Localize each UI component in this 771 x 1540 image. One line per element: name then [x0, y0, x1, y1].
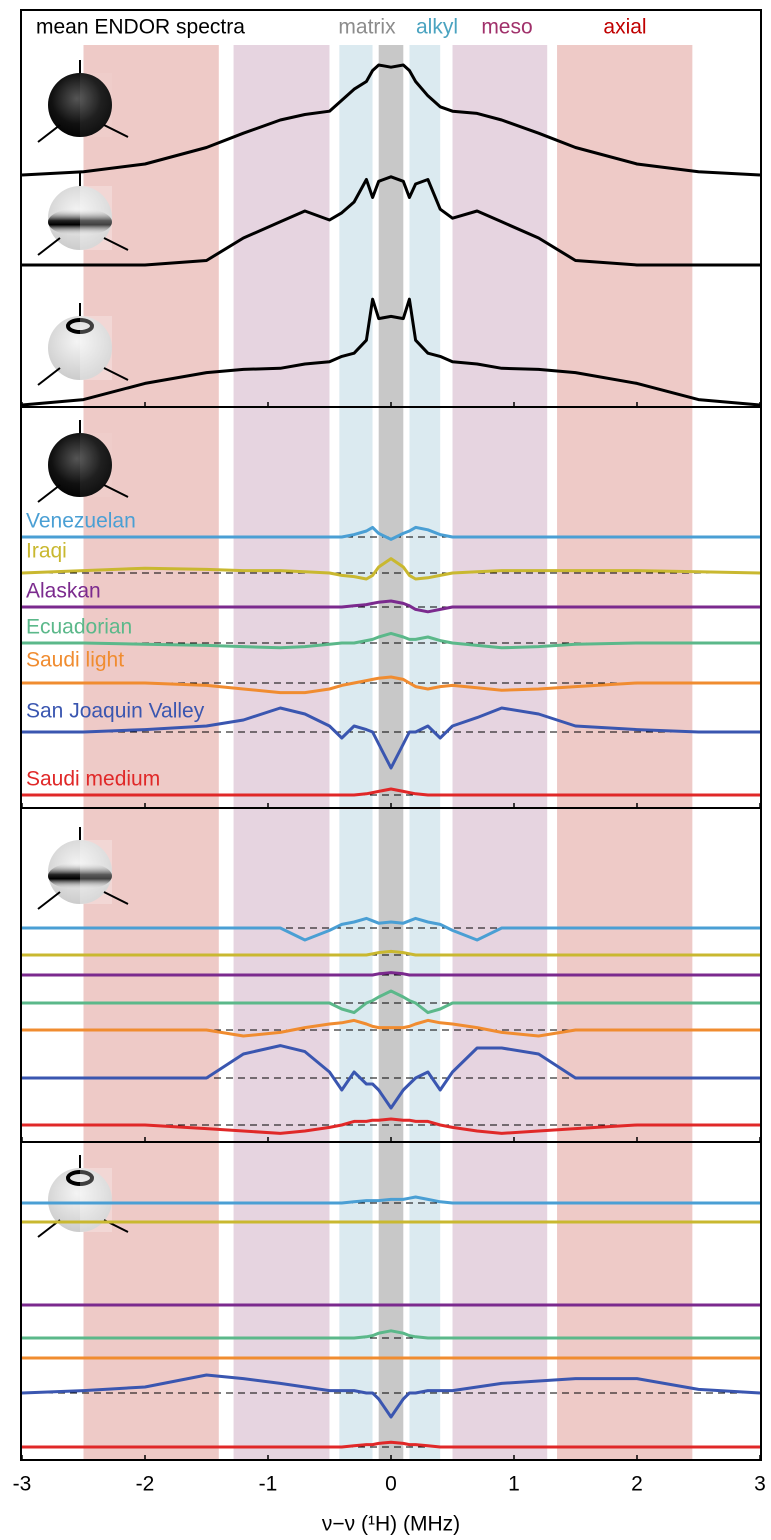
region-label: matrix: [338, 16, 396, 39]
region-band: [234, 45, 330, 1460]
region-label: alkyl: [416, 16, 458, 39]
legend-label: Ecuadorian: [26, 616, 132, 639]
legend-label: Venezuelan: [26, 510, 136, 533]
region-label: meso: [481, 16, 532, 39]
chart-title: mean ENDOR spectra: [36, 16, 245, 39]
region-label: axial: [603, 16, 646, 39]
icon-axis: [38, 125, 60, 142]
x-tick-label: -1: [259, 1473, 278, 1496]
x-tick-label: 2: [631, 1473, 643, 1496]
region-band: [453, 45, 548, 1460]
x-tick-label: 0: [385, 1473, 397, 1496]
icon-axis: [38, 368, 60, 385]
region-band: [339, 45, 372, 1460]
region-band: [84, 45, 219, 1460]
icon-axis: [38, 485, 60, 502]
legend-label: San Joaquin Valley: [26, 700, 205, 723]
x-tick-label: -2: [136, 1473, 155, 1496]
x-tick-label: 3: [754, 1473, 766, 1496]
region-band: [409, 45, 440, 1460]
legend-label: Iraqi: [26, 540, 67, 563]
legend-label: Saudi light: [26, 649, 124, 672]
figure: mean ENDOR spectra matrix alkyl meso axial -…: [0, 0, 771, 1540]
x-tick-label: -3: [13, 1473, 32, 1496]
x-tick-label: 1: [508, 1473, 520, 1496]
icon-axis: [38, 892, 60, 909]
legend-label: Saudi medium: [26, 768, 160, 791]
region-band: [557, 45, 692, 1460]
x-axis-label: ν−ν (¹H) (MHz): [322, 1513, 460, 1536]
icon-axis: [38, 238, 60, 255]
legend-label: Alaskan: [26, 580, 101, 603]
